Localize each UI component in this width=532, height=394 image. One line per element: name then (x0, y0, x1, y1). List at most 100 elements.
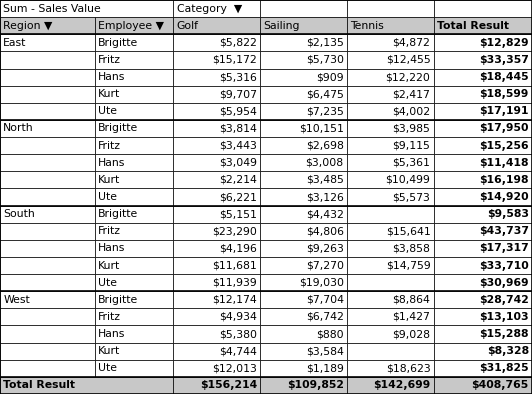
Bar (347, 206, 434, 223)
Bar (95, 69, 173, 85)
Text: $11,939: $11,939 (212, 278, 257, 288)
Text: $28,742: $28,742 (479, 295, 529, 305)
Text: $2,214: $2,214 (219, 175, 257, 185)
Bar (260, 291, 347, 309)
Text: $9,707: $9,707 (219, 89, 257, 99)
Text: $16,198: $16,198 (479, 175, 529, 185)
Bar (434, 360, 532, 377)
Text: $23,290: $23,290 (212, 226, 257, 236)
Bar (0, 120, 95, 137)
Bar (434, 17, 532, 34)
Bar (0, 51, 95, 69)
Text: $11,681: $11,681 (212, 260, 257, 271)
Text: $3,126: $3,126 (306, 192, 344, 202)
Text: Kurt: Kurt (98, 346, 120, 356)
Bar (347, 274, 434, 291)
Text: $2,135: $2,135 (306, 38, 344, 48)
Text: $7,235: $7,235 (306, 106, 344, 116)
Text: $4,196: $4,196 (219, 243, 257, 253)
Bar (434, 291, 532, 309)
Bar (95, 257, 173, 274)
Text: Fritz: Fritz (98, 312, 121, 322)
Bar (0, 103, 95, 120)
Text: $156,214: $156,214 (200, 381, 257, 390)
Bar (347, 240, 434, 257)
Bar (347, 171, 434, 188)
Text: $18,623: $18,623 (386, 363, 430, 373)
Text: Hans: Hans (98, 158, 125, 168)
Text: $15,641: $15,641 (386, 226, 430, 236)
Text: $10,151: $10,151 (299, 123, 344, 134)
Bar (95, 85, 173, 103)
Text: $3,858: $3,858 (393, 243, 430, 253)
Text: $17,191: $17,191 (479, 106, 529, 116)
Text: $3,049: $3,049 (219, 158, 257, 168)
Bar (95, 188, 173, 206)
Bar (173, 103, 260, 120)
Bar (347, 223, 434, 240)
Bar (95, 274, 173, 291)
Text: West: West (3, 295, 30, 305)
Bar (260, 274, 347, 291)
Bar (173, 274, 260, 291)
Bar (434, 309, 532, 325)
Bar (260, 360, 347, 377)
Text: $6,475: $6,475 (306, 89, 344, 99)
Text: Total Result: Total Result (437, 21, 509, 31)
Bar (95, 34, 173, 51)
Text: $109,852: $109,852 (287, 381, 344, 390)
Text: $4,934: $4,934 (219, 312, 257, 322)
Text: $9,115: $9,115 (393, 141, 430, 151)
Bar (260, 120, 347, 137)
Text: Hans: Hans (98, 72, 125, 82)
Bar (95, 360, 173, 377)
Text: $11,418: $11,418 (479, 158, 529, 168)
Text: $15,172: $15,172 (212, 55, 257, 65)
Bar (173, 240, 260, 257)
Bar (173, 51, 260, 69)
Text: Category  ▼: Category ▼ (177, 4, 242, 13)
Bar (347, 103, 434, 120)
Bar (434, 0, 532, 17)
Bar (0, 325, 95, 343)
Text: North: North (3, 123, 34, 134)
Text: $33,710: $33,710 (479, 260, 529, 271)
Bar (434, 188, 532, 206)
Bar (95, 291, 173, 309)
Bar (173, 343, 260, 360)
Text: Kurt: Kurt (98, 89, 120, 99)
Text: $8,864: $8,864 (393, 295, 430, 305)
Bar (0, 343, 95, 360)
Text: $5,954: $5,954 (219, 106, 257, 116)
Text: Sum - Sales Value: Sum - Sales Value (3, 4, 101, 13)
Bar (0, 274, 95, 291)
Bar (260, 325, 347, 343)
Bar (434, 103, 532, 120)
Bar (260, 34, 347, 51)
Bar (347, 120, 434, 137)
Text: Brigitte: Brigitte (98, 38, 138, 48)
Bar (434, 51, 532, 69)
Bar (260, 223, 347, 240)
Text: East: East (3, 38, 27, 48)
Bar (347, 137, 434, 154)
Bar (0, 34, 95, 51)
Bar (260, 188, 347, 206)
Bar (347, 325, 434, 343)
Bar (173, 34, 260, 51)
Bar (173, 257, 260, 274)
Bar (347, 69, 434, 85)
Text: Fritz: Fritz (98, 226, 121, 236)
Bar (260, 17, 347, 34)
Bar (260, 69, 347, 85)
Bar (95, 206, 173, 223)
Text: $8,328: $8,328 (487, 346, 529, 356)
Text: Brigitte: Brigitte (98, 209, 138, 219)
Text: $3,814: $3,814 (219, 123, 257, 134)
Bar (434, 206, 532, 223)
Bar (434, 377, 532, 394)
Bar (95, 325, 173, 343)
Text: $30,969: $30,969 (479, 278, 529, 288)
Text: $31,825: $31,825 (479, 363, 529, 373)
Bar (260, 85, 347, 103)
